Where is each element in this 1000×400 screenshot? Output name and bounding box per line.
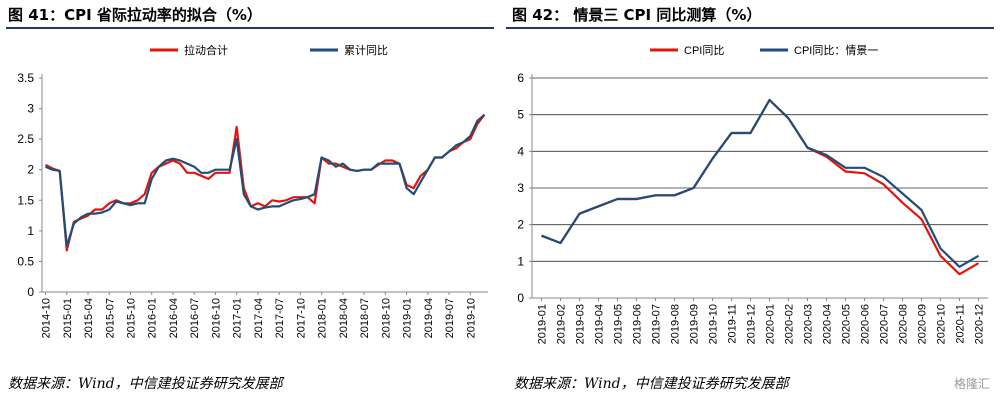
x-tick-label: 2019-12	[746, 304, 758, 344]
right-chart: 0 1 2 3 4 5 6 2019-01 2019-02 2019-03 2019-04 2019-…	[517, 44, 988, 344]
x-tick-label: 2020-08	[898, 304, 910, 344]
x-tick-label: 2015-07	[104, 298, 116, 338]
right-panel: 图 42： 情景三 CPI 同比测算（%） 0 1 2 3 4 5 6 2019-01 2019…	[500, 0, 1000, 400]
y-tick-label: 5	[517, 108, 524, 122]
x-tick-label: 2020-02	[784, 304, 796, 344]
x-tick-label: 2019-11	[727, 304, 739, 344]
y-tick-label: 1	[27, 224, 34, 238]
legend-label-2: CPI同比：情景一	[794, 44, 878, 57]
y-tick-label: 0.5	[17, 254, 34, 268]
x-tick-label: 2015-10	[125, 298, 137, 338]
x-tick-label: 2020-03	[803, 304, 815, 344]
x-tick-label: 2020-04	[822, 304, 834, 344]
x-tick-label: 2019-10	[708, 304, 720, 344]
x-tick-label: 2019-04	[423, 298, 435, 338]
x-tick-label: 2017-10	[295, 298, 307, 338]
watermark: 格隆汇	[953, 377, 990, 391]
x-tick-label: 2017-07	[274, 298, 286, 338]
series-line-1	[541, 98, 980, 276]
left-title-rule	[6, 27, 494, 29]
x-tick-label: 2019-02	[556, 304, 568, 344]
x-tick-label: 2016-01	[147, 298, 159, 338]
series-line-1	[44, 114, 486, 252]
left-source-note: 数据来源：Wind，中信建投证券研究发展部	[8, 376, 283, 392]
legend-label-1: CPI同比	[684, 44, 724, 57]
x-tick-label: 2019-07	[444, 298, 456, 338]
x-tick-label: 2020-10	[936, 304, 948, 344]
y-tick-label: 2	[27, 163, 34, 177]
x-tick-label: 2016-10	[210, 298, 222, 338]
x-tick-label: 2020-01	[765, 304, 777, 344]
legend-label-2: 累计同比	[344, 44, 388, 57]
x-tick-label: 2019-10	[465, 298, 477, 338]
x-tick-label: 2018-10	[380, 298, 392, 338]
right-source-note: 数据来源：Wind，中信建投证券研究发展部	[514, 376, 789, 392]
x-tick-label: 2019-04	[594, 304, 606, 344]
x-tick-label: 2020-07	[879, 304, 891, 344]
left-chart: 0 0.5 1 1.5 2 2.5 3 3.5 2014-10 2015-01 2015-04 201…	[17, 43, 488, 338]
x-tick-label: 2019-03	[575, 304, 587, 344]
x-tick-label: 2020-09	[917, 304, 929, 344]
left-panel: 图 41：CPI 省际拉动率的拟合（%） 0 0.5 1 1.5 2 2.5 3 3.5 201…	[6, 6, 494, 392]
x-tick-label: 2014-10	[41, 298, 53, 338]
x-tick-label: 2019-01	[402, 298, 414, 338]
x-tick-label: 2017-04	[253, 298, 265, 338]
x-tick-label: 2016-07	[189, 298, 201, 338]
y-tick-label: 3.5	[17, 71, 34, 85]
y-tick-label: 0	[27, 285, 34, 299]
y-tick-label: 2	[517, 218, 524, 232]
y-tick-label: 3	[27, 102, 34, 116]
x-tick-label: 2017-01	[232, 298, 244, 338]
y-tick-label: 2.5	[17, 132, 34, 146]
x-tick-label: 2018-01	[317, 298, 329, 338]
left-figure-title: 图 41：CPI 省际拉动率的拟合（%）	[8, 6, 262, 24]
x-tick-label: 2019-05	[613, 304, 625, 344]
x-tick-label: 2015-04	[83, 298, 95, 338]
x-tick-label: 2018-04	[338, 298, 350, 338]
y-tick-label: 4	[517, 144, 524, 158]
right-title-rule	[506, 27, 994, 29]
legend-label-1: 拉动合计	[184, 43, 228, 57]
x-tick-label: 2016-04	[168, 298, 180, 338]
x-tick-label: 2020-11	[955, 304, 967, 344]
y-tick-label: 3	[517, 181, 524, 195]
series-line-2	[541, 98, 980, 268]
y-tick-label: 1.5	[17, 193, 34, 207]
x-tick-label: 2020-12	[974, 304, 986, 344]
x-tick-label: 2020-05	[841, 304, 853, 344]
x-tick-label: 2019-08	[670, 304, 682, 344]
y-tick-label: 1	[517, 254, 524, 268]
x-tick-label: 2019-01	[537, 304, 549, 344]
x-tick-label: 2019-09	[689, 304, 701, 344]
x-tick-label: 2020-06	[860, 304, 872, 344]
x-tick-label: 2019-07	[651, 304, 663, 344]
right-figure-title: 图 42： 情景三 CPI 同比测算（%）	[512, 6, 762, 24]
x-tick-label: 2015-01	[62, 298, 74, 338]
series-line-2	[45, 113, 486, 248]
x-tick-label: 2019-06	[632, 304, 644, 344]
y-tick-label: 0	[517, 291, 524, 305]
y-tick-label: 6	[517, 71, 524, 85]
x-tick-label: 2018-07	[359, 298, 371, 338]
